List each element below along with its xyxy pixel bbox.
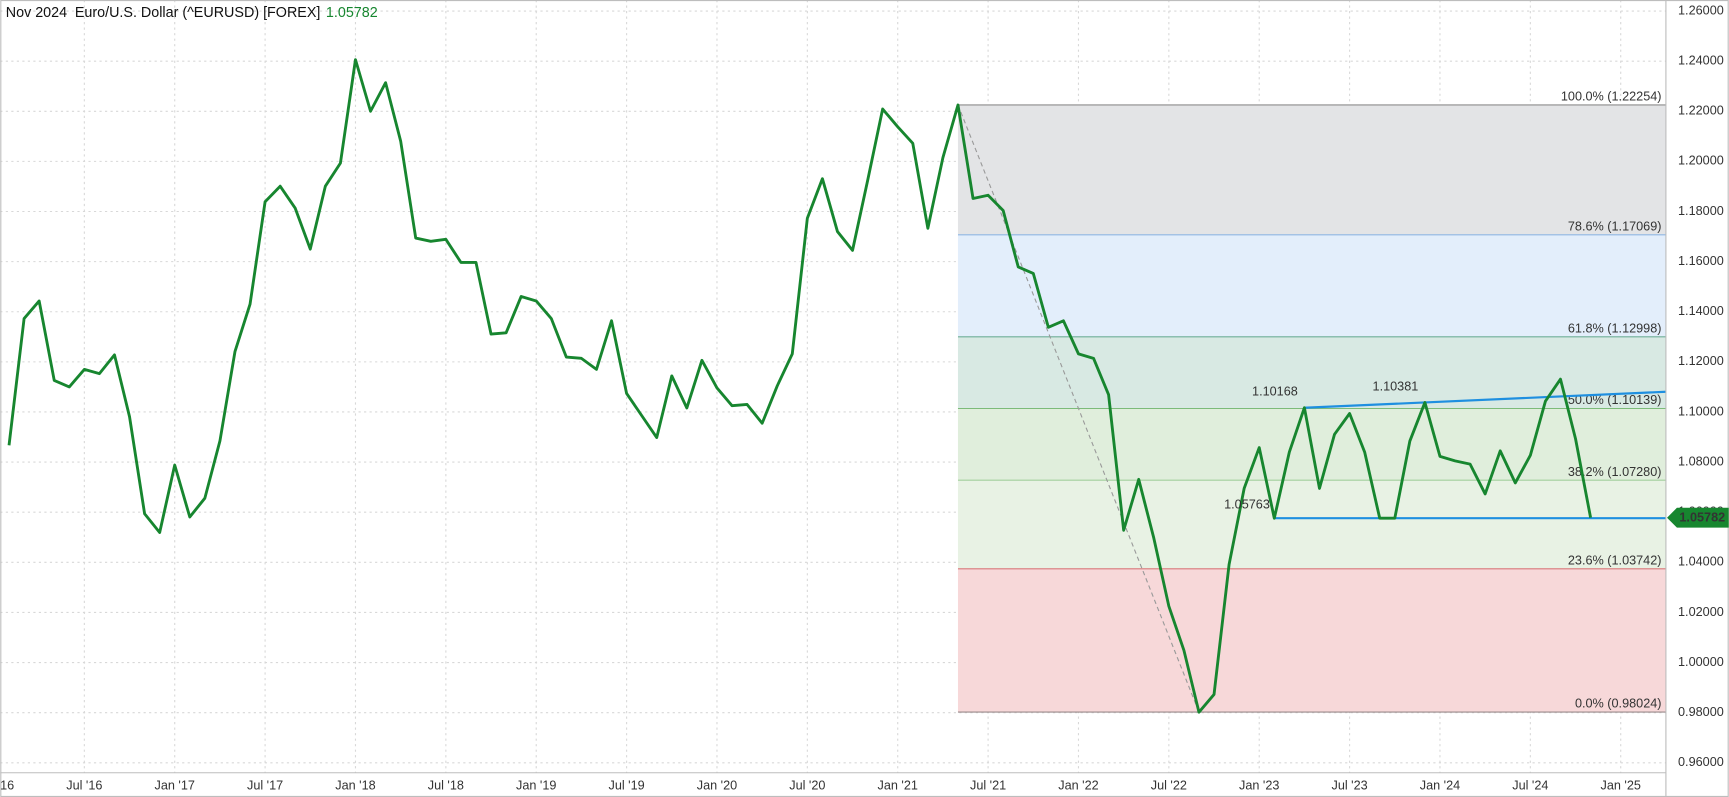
price-line <box>7 58 1593 714</box>
x-tick-label: Jan '25 <box>1601 778 1641 792</box>
y-tick-label: 1.24000 <box>1678 53 1724 67</box>
y-tick-label: 1.04000 <box>1678 555 1724 569</box>
fib-band <box>957 480 1666 569</box>
x-tick-label: Jul '24 <box>1512 778 1548 792</box>
channel-top <box>1304 390 1666 409</box>
price-tag-label: 1.05782 <box>1679 511 1725 525</box>
x-tick-label: Jul '20 <box>789 778 825 792</box>
x-tick-label: Jul '22 <box>1151 778 1187 792</box>
fib-level-label: 78.6% (1.17069) <box>1568 219 1662 233</box>
line-layer: 1.10168 1.10381 1.05763 <box>7 58 1666 714</box>
y-tick-label: 1.08000 <box>1678 454 1724 468</box>
header-title: Euro/U.S. Dollar (^EURUSD) [FOREX] <box>75 5 321 21</box>
y-tick-label: 1.14000 <box>1678 304 1724 318</box>
y-tick-label: 0.98000 <box>1678 705 1724 719</box>
x-tick-label: Jul '19 <box>608 778 644 792</box>
x-tick-label: Jul '17 <box>247 778 283 792</box>
y-tick-label: 1.22000 <box>1678 104 1724 118</box>
fib-level-label: 23.6% (1.03742) <box>1568 553 1662 567</box>
x-tick-label: Jan '19 <box>516 778 556 792</box>
y-tick-label: 0.96000 <box>1678 755 1724 769</box>
header-price: 1.05782 <box>326 5 378 21</box>
x-tick-label: Jan '23 <box>1239 778 1279 792</box>
annotation-label: 1.05763 <box>1224 497 1270 511</box>
x-tick-label: Jan '22 <box>1058 778 1098 792</box>
x-tick-label: Jan '17 <box>155 778 195 792</box>
y-tick-label: 1.26000 <box>1678 3 1724 17</box>
fib-band <box>957 104 1666 235</box>
y-tick-label: 1.12000 <box>1678 354 1724 368</box>
fibonacci-layer: 100.0% (1.22254) 78.6% (1.17069) 61.8% (1.… <box>957 90 1666 713</box>
x-tick-label: Jan '20 <box>697 778 737 792</box>
header: Nov 2024 Euro/U.S. Dollar (^EURUSD) [FORE… <box>6 5 378 21</box>
y-tick-label: 1.16000 <box>1678 254 1724 268</box>
fib-level-label: 38.2% (1.07280) <box>1568 465 1662 479</box>
price-tag <box>1667 507 1729 528</box>
fib-band <box>957 568 1666 713</box>
x-tick-label: Jan '18 <box>335 778 375 792</box>
y-tick-label: 1.18000 <box>1678 204 1724 218</box>
fib-level-label: 61.8% (1.12998) <box>1568 321 1662 335</box>
x-tick-label: Jul '21 <box>970 778 1006 792</box>
header-date: Nov 2024 <box>6 5 67 21</box>
x-tick-label: Jan '21 <box>878 778 918 792</box>
y-tick-label: 1.10000 <box>1678 404 1724 418</box>
y-tick-label: 1.02000 <box>1678 605 1724 619</box>
x-tick-label: Jul '23 <box>1331 778 1367 792</box>
fib-band <box>957 234 1666 337</box>
y-tick-label: 1.20000 <box>1678 154 1724 168</box>
x-tick-label: Jul '18 <box>428 778 464 792</box>
fib-level-label: 50.0% (1.10139) <box>1568 393 1662 407</box>
annotation-label: 1.10168 <box>1252 385 1298 399</box>
x-tick-label: Jan '24 <box>1420 778 1460 792</box>
fib-level-label: 100.0% (1.22254) <box>1561 90 1662 104</box>
y-tick-label: 1.00000 <box>1678 655 1724 669</box>
fib-level-label: 0.0% (0.98024) <box>1575 697 1662 711</box>
annotation-label: 1.10381 <box>1373 379 1419 393</box>
x-tick-label: Jan '16 <box>0 778 14 792</box>
x-tick-label: Jul '16 <box>66 778 102 792</box>
